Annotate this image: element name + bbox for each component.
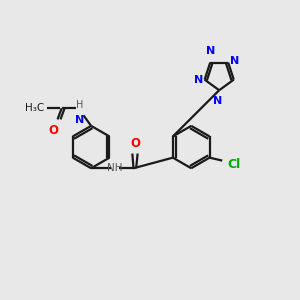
Text: NH: NH — [107, 163, 122, 173]
Text: Cl: Cl — [227, 158, 241, 171]
Text: O: O — [49, 124, 59, 137]
Text: N: N — [213, 95, 222, 106]
Text: N: N — [206, 46, 215, 56]
Text: H₃C: H₃C — [25, 103, 44, 113]
Text: N: N — [194, 75, 203, 85]
Text: O: O — [130, 137, 140, 150]
Text: H: H — [76, 100, 84, 110]
Text: N: N — [230, 56, 239, 66]
Text: N: N — [75, 115, 85, 125]
